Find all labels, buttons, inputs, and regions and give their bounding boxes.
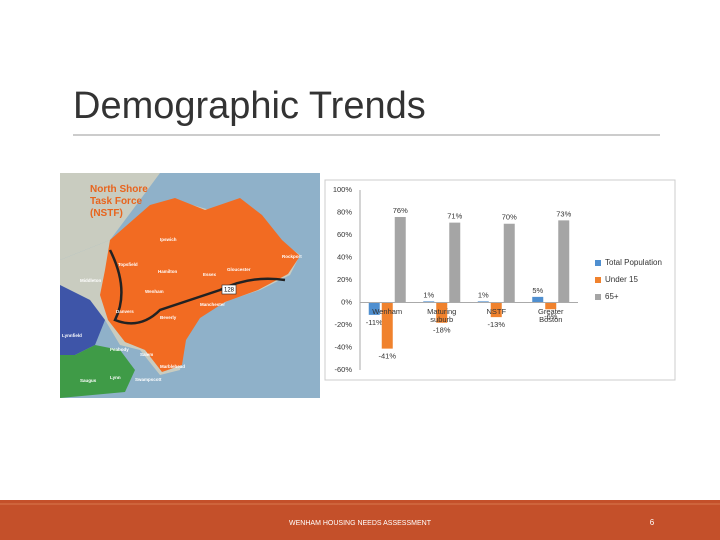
map: 128 North Shore Task Force (NSTF) Ipswic… <box>60 173 320 398</box>
y-tick-label: 80% <box>337 207 352 216</box>
value-label: -18% <box>433 326 451 335</box>
x-tick-label: Maturing suburb <box>427 307 457 324</box>
map-label: Ipswich <box>160 237 177 242</box>
value-label: -11% <box>366 318 383 327</box>
map-labels: Ipswich Topsfield Hamilton Essex Glouces… <box>62 237 302 383</box>
x-tick-label: NSTF <box>486 307 507 316</box>
map-label: Gloucester <box>227 267 251 272</box>
bar <box>532 296 544 303</box>
map-label: Beverly <box>160 315 177 320</box>
bar <box>545 302 557 310</box>
map-label: Marblehead <box>160 364 185 369</box>
legend-swatch <box>595 260 601 266</box>
value-label: -41% <box>378 352 396 361</box>
map-label: Wenham <box>145 289 164 294</box>
bar <box>449 222 461 303</box>
value-label: -13% <box>487 320 505 329</box>
bar <box>477 301 489 303</box>
map-label: Lynn <box>110 375 121 380</box>
map-title: North Shore Task Force (NSTF) <box>90 184 148 219</box>
map-label: Salem <box>140 352 153 357</box>
value-label: 1% <box>478 290 489 299</box>
y-tick-label: 40% <box>337 252 352 261</box>
map-land <box>60 173 160 260</box>
bar <box>394 217 406 303</box>
x-tick-label: Greater Boston <box>538 307 564 324</box>
bar <box>381 302 393 349</box>
x-tick-label-box: Greater Boston <box>538 307 564 324</box>
map-title-box: North Shore Task Force (NSTF) <box>90 184 148 219</box>
map-label: Peabody <box>110 347 129 352</box>
legend-label: 65+ <box>605 292 619 301</box>
bar <box>558 220 570 303</box>
map-south-region <box>60 345 135 398</box>
map-label: Lynnfield <box>62 333 82 338</box>
map-label: Hamilton <box>158 269 178 274</box>
footer-bar <box>0 500 720 540</box>
bar <box>423 301 435 303</box>
map-route-shield <box>221 284 237 295</box>
value-label: 71% <box>447 212 462 221</box>
map-route-label: 128 <box>224 288 235 294</box>
map-label: Rockport <box>282 254 302 259</box>
map-label: Topsfield <box>118 262 138 267</box>
legend-label: Under 15 <box>605 275 638 284</box>
y-tick-label: -40% <box>334 342 352 351</box>
map-label: Saugus <box>80 378 97 383</box>
y-tick-label: -60% <box>334 365 352 374</box>
map-label: Manchester <box>200 302 225 307</box>
y-tick-label: 100% <box>333 185 353 194</box>
legend-label: Total Population <box>605 258 662 267</box>
y-tick-label: 20% <box>337 275 352 284</box>
map-route <box>108 249 286 325</box>
x-tick-label: Wenham <box>372 307 403 316</box>
slide-title: Demographic Trends <box>73 85 426 127</box>
x-tick-label-box: NSTF <box>486 307 507 316</box>
legend-swatch <box>595 277 601 283</box>
map-label: Swampscott <box>135 377 162 382</box>
value-label: -6% <box>544 312 558 321</box>
value-label: 70% <box>502 213 517 222</box>
bar <box>436 302 448 323</box>
bar <box>503 223 515 303</box>
y-tick-label: 0% <box>341 297 352 306</box>
value-label: 76% <box>393 206 408 215</box>
page-number: 6 <box>650 518 655 527</box>
map-west-region <box>60 285 105 355</box>
map-label: Middleton <box>80 278 101 283</box>
x-tick-label-box: Wenham <box>372 307 403 316</box>
map-label: Essex <box>203 272 217 277</box>
bar <box>490 302 502 318</box>
x-tick-label-box: Maturing suburb <box>427 307 457 324</box>
y-tick-label: -20% <box>334 320 352 329</box>
bar <box>368 302 380 315</box>
value-label: 73% <box>556 209 571 218</box>
legend-swatch <box>595 294 601 300</box>
map-label: Danvers <box>116 309 134 314</box>
y-tick-label: 60% <box>337 230 352 239</box>
map-nstf-region <box>100 198 300 372</box>
value-label: 5% <box>532 286 543 295</box>
chart: -60% -40% -20% 0% 20% 40% 60% 80% 100% -11% 1% 1% 5%… <box>333 185 662 374</box>
value-label: 1% <box>423 290 434 299</box>
footer-text: WENHAM HOUSING NEEDS ASSESSMENT <box>289 520 432 527</box>
